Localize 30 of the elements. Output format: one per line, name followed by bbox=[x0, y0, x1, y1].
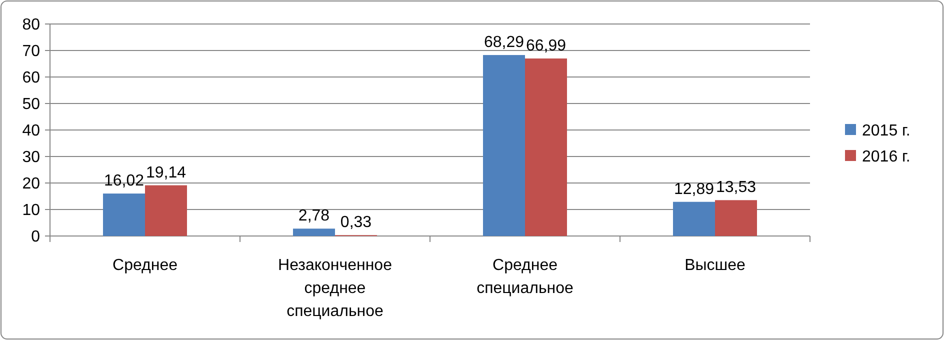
y-tick-label: 80 bbox=[22, 16, 40, 34]
data-label: 12,89 bbox=[674, 180, 714, 198]
y-tick-label: 20 bbox=[22, 176, 40, 193]
x-tick-label: Незаконченное среднее специальное bbox=[278, 257, 392, 320]
x-tick-label: Среднее специальное bbox=[476, 257, 574, 297]
x-tick-label: Высшее bbox=[684, 257, 746, 274]
data-label: 66,99 bbox=[526, 37, 566, 54]
bar bbox=[103, 194, 145, 236]
legend-label: 2016 г. bbox=[862, 148, 910, 166]
legend-label: 2015 г. bbox=[862, 122, 910, 140]
data-label: 16,02 bbox=[104, 172, 144, 190]
bar bbox=[525, 58, 567, 236]
data-label: 19,14 bbox=[146, 164, 186, 182]
data-label: 68,29 bbox=[484, 34, 524, 52]
y-tick-label: 40 bbox=[22, 122, 40, 140]
bar bbox=[483, 55, 525, 236]
y-tick-label: 60 bbox=[22, 70, 40, 87]
y-tick-label: 30 bbox=[22, 149, 40, 166]
data-label: 13,53 bbox=[716, 179, 756, 196]
y-tick-label: 50 bbox=[22, 96, 40, 114]
data-label: 2,78 bbox=[298, 208, 330, 225]
bar bbox=[673, 202, 715, 236]
bar bbox=[715, 200, 757, 236]
y-tick-label: 70 bbox=[22, 43, 40, 60]
data-label: 0,33 bbox=[340, 214, 372, 232]
x-tick-label: Среднее bbox=[112, 257, 178, 274]
y-tick-label: 0 bbox=[31, 228, 40, 246]
y-tick-label: 10 bbox=[22, 202, 40, 220]
bar bbox=[293, 228, 335, 236]
bar bbox=[145, 185, 187, 236]
